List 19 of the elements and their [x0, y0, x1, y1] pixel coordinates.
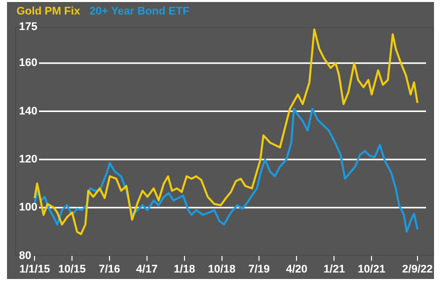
y-tick-label: 100	[19, 202, 38, 214]
x-tick-label: 10/18	[208, 263, 236, 276]
x-tick-label: 1/21	[324, 263, 345, 276]
text: Gold PM Fix	[16, 6, 81, 18]
x-tick-label: 4/20	[286, 263, 308, 276]
y-tick-label: 80	[19, 250, 32, 262]
x-tick-label: 10/15	[58, 263, 86, 276]
text: 20+ Year Bond ETF	[90, 6, 190, 18]
x-tick-label: 4/17	[136, 263, 158, 276]
y-tick-label: 175	[19, 21, 38, 34]
x-tick-label: 7/16	[98, 263, 120, 276]
x-tick-label: 1/18	[174, 263, 196, 276]
x-tick-label: 10/21	[358, 263, 386, 276]
x-tick-label: 7/19	[248, 263, 270, 276]
x-tick-label: 1/1/15	[19, 263, 50, 276]
x-tick-label: 2/9/22	[402, 263, 433, 276]
y-tick-label: 160	[19, 57, 38, 70]
y-tick-label: 140	[19, 105, 38, 118]
y-tick-label: 120	[19, 153, 38, 166]
